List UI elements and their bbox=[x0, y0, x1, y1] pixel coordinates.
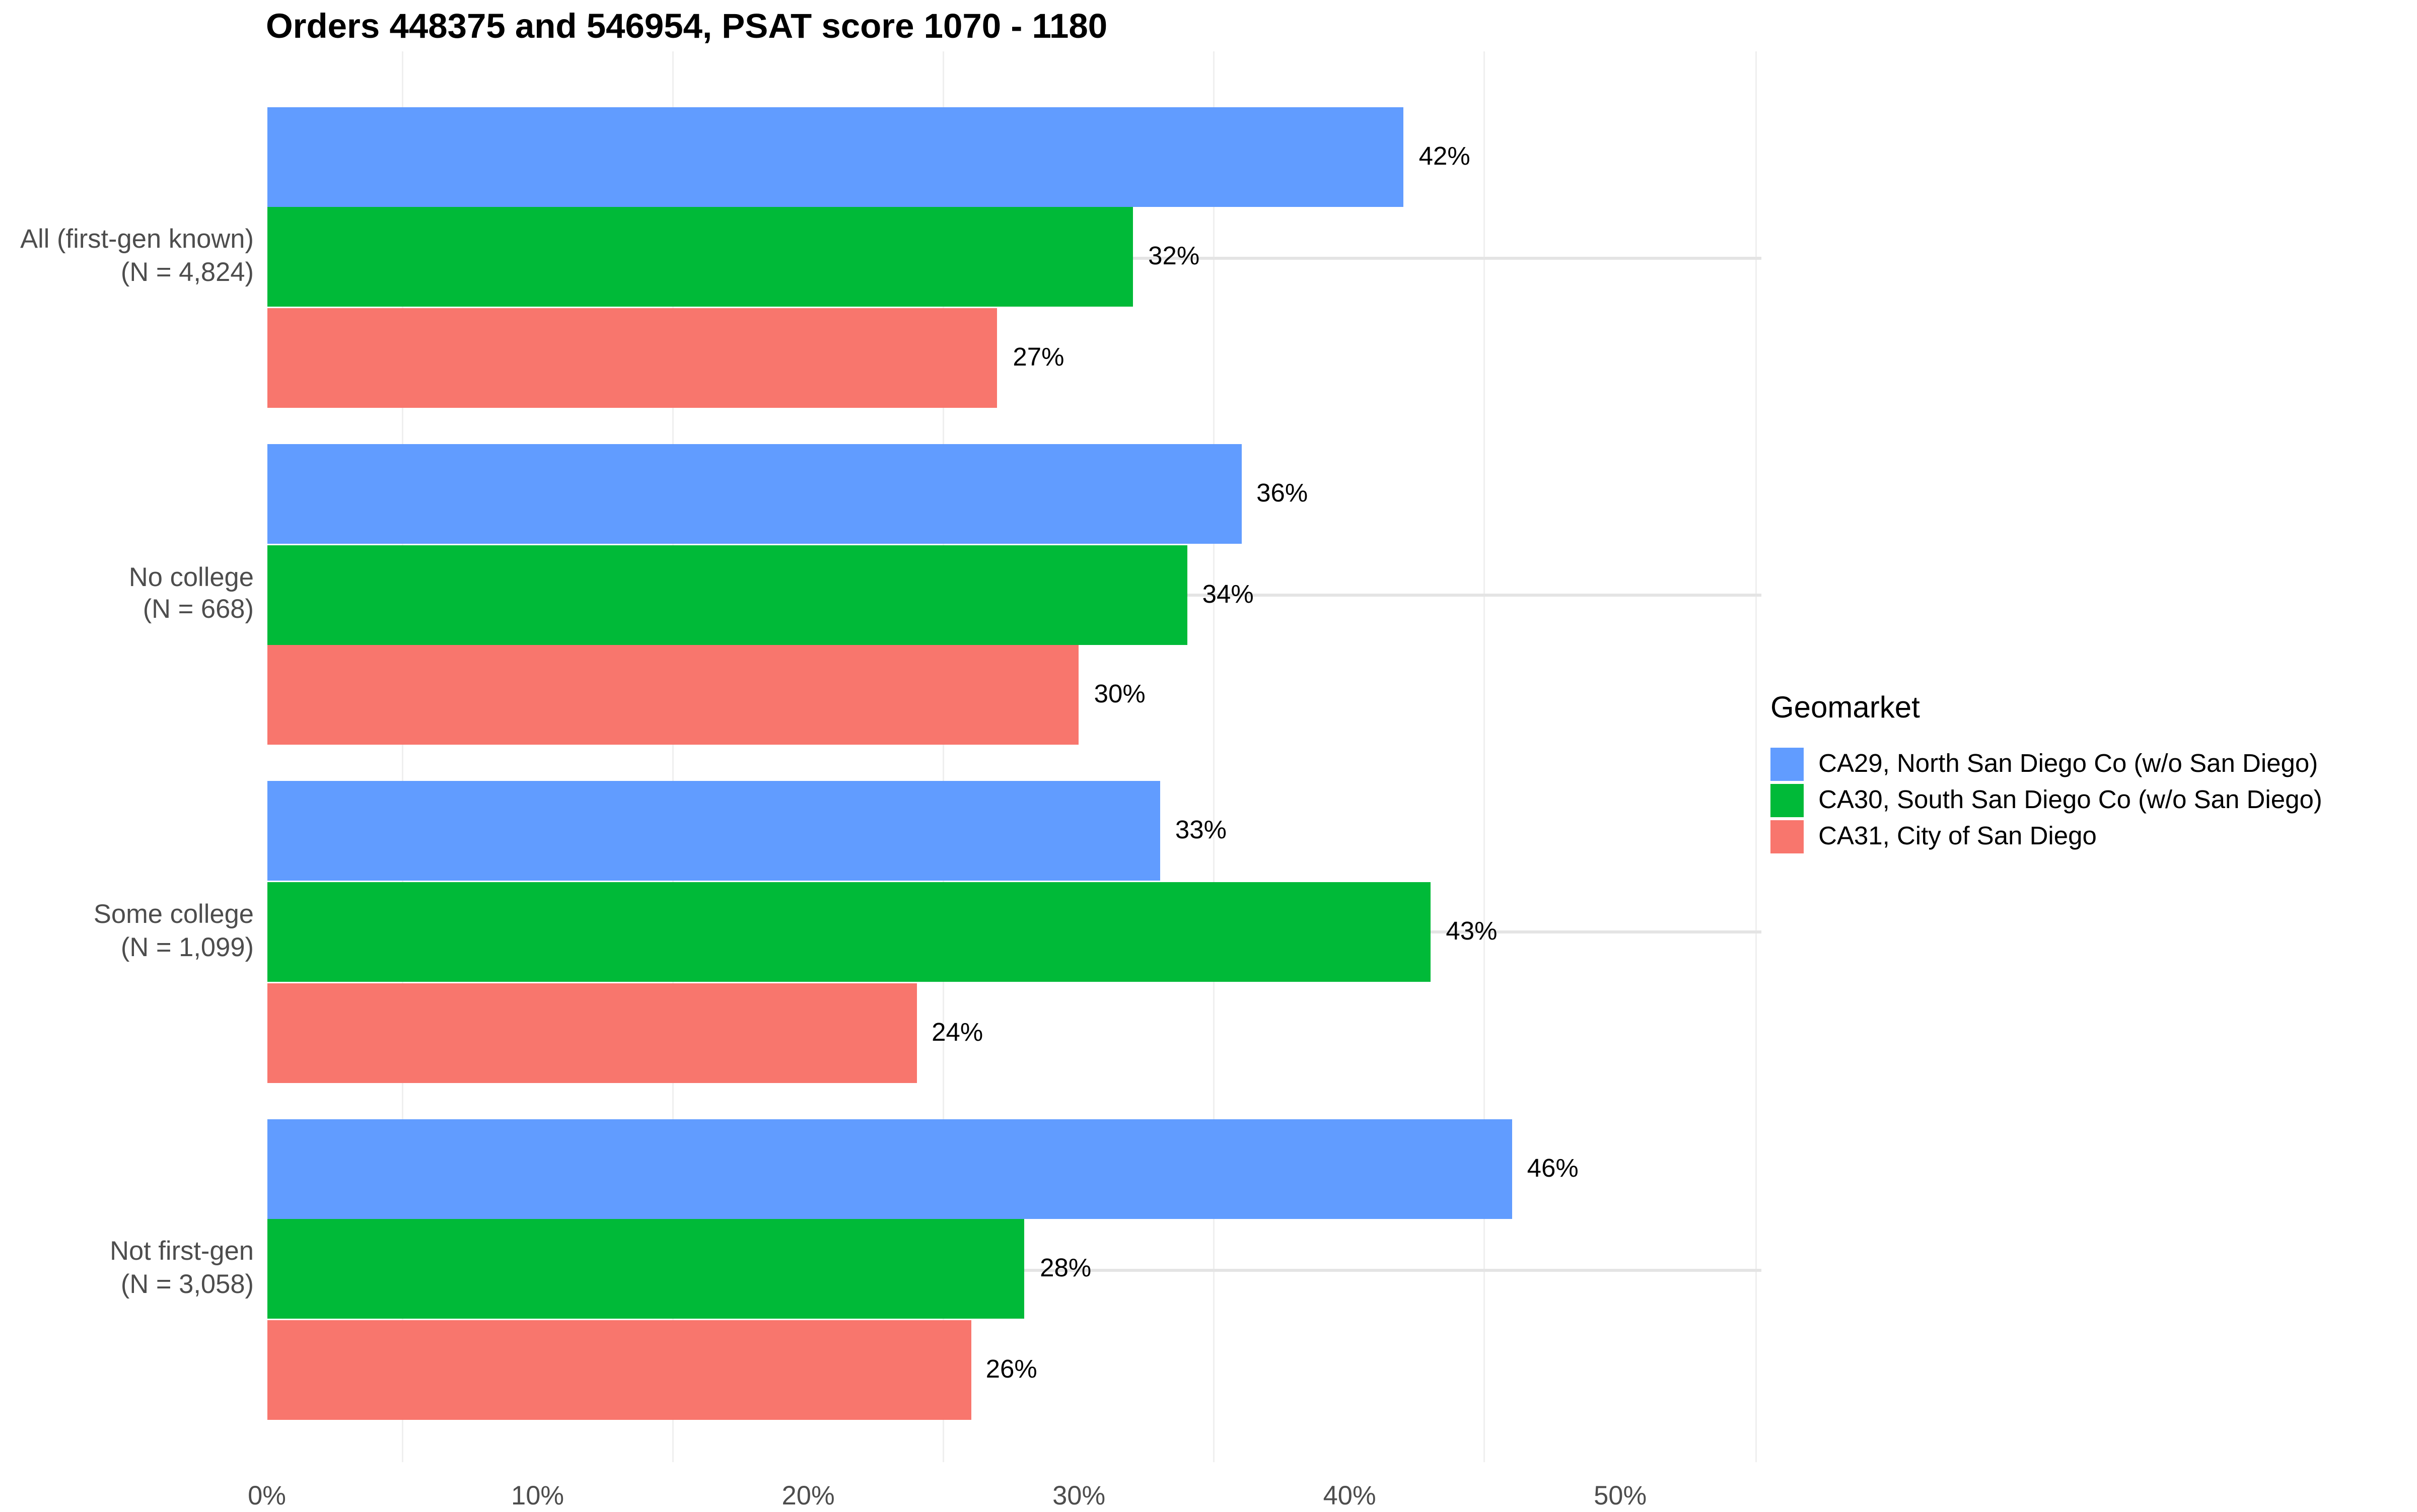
bar-value-label: 42% bbox=[1418, 141, 1470, 171]
category-label-line1: All (first-gen known) bbox=[20, 224, 254, 254]
x-tick-label: 0% bbox=[248, 1480, 286, 1510]
bar-value-label: 36% bbox=[1256, 478, 1308, 508]
category-label-line2: (N = 3,058) bbox=[120, 1268, 254, 1299]
bar-value-label: 28% bbox=[1040, 1254, 1092, 1283]
y-axis-category-label: No college (N = 668) bbox=[0, 561, 254, 627]
legend-swatch bbox=[1770, 748, 1804, 781]
bar-ca30-group1 bbox=[267, 207, 1133, 308]
legend-title: Geomarket bbox=[1770, 692, 1920, 725]
minor-gridline-vertical bbox=[1484, 51, 1486, 1462]
legend-swatch bbox=[1770, 820, 1804, 853]
chart-title: Orders 448375 and 546954, PSAT score 107… bbox=[266, 6, 1108, 45]
x-tick-label: 50% bbox=[1594, 1480, 1647, 1510]
legend-item: CA29, North San Diego Co (w/o San Diego) bbox=[1770, 748, 2322, 781]
minor-gridline-vertical bbox=[672, 51, 674, 1462]
legend-swatch bbox=[1770, 783, 1804, 817]
x-tick-label: 20% bbox=[781, 1480, 835, 1510]
bar-ca30-group2 bbox=[267, 544, 1187, 644]
legend-items: CA29, North San Diego Co (w/o San Diego)… bbox=[1770, 748, 2322, 853]
bar-value-label: 33% bbox=[1175, 816, 1227, 845]
y-axis-category-label: Not first-gen (N = 3,058) bbox=[0, 1236, 254, 1302]
category-label-line1: Not first-gen bbox=[110, 1236, 254, 1266]
category-label-line1: Some college bbox=[93, 898, 254, 929]
bar-ca29-group1 bbox=[267, 107, 1404, 207]
bar-value-label: 46% bbox=[1527, 1154, 1579, 1183]
minor-gridline-vertical bbox=[1754, 51, 1756, 1462]
minor-gridline-vertical bbox=[943, 51, 945, 1462]
bar-value-label: 32% bbox=[1148, 242, 1200, 271]
bar-value-label: 30% bbox=[1094, 680, 1146, 709]
category-label-line2: (N = 4,824) bbox=[120, 257, 254, 287]
bar-value-label: 43% bbox=[1446, 916, 1498, 946]
bar-ca30-group4 bbox=[267, 1219, 1025, 1320]
x-tick-label: 30% bbox=[1052, 1480, 1106, 1510]
x-tick-label: 40% bbox=[1323, 1480, 1376, 1510]
bar-ca31-group1 bbox=[267, 308, 998, 408]
minor-gridline-vertical bbox=[401, 51, 403, 1462]
category-label-line2: (N = 1,099) bbox=[120, 931, 254, 962]
bar-value-label: 27% bbox=[1013, 343, 1064, 372]
bar-value-label: 26% bbox=[985, 1355, 1037, 1384]
bar-ca29-group2 bbox=[267, 444, 1242, 544]
minor-gridline-vertical bbox=[1213, 51, 1215, 1462]
legend: Geomarket CA29, North San Diego Co (w/o … bbox=[1770, 692, 2322, 856]
bar-ca29-group3 bbox=[267, 781, 1160, 881]
bar-ca31-group4 bbox=[267, 1320, 971, 1420]
legend-item-label: CA30, South San Diego Co (w/o San Diego) bbox=[1818, 785, 2322, 814]
category-label-line1: No college bbox=[128, 561, 254, 592]
bar-value-label: 34% bbox=[1202, 579, 1254, 608]
legend-item-label: CA29, North San Diego Co (w/o San Diego) bbox=[1818, 749, 2318, 778]
legend-item: CA30, South San Diego Co (w/o San Diego) bbox=[1770, 783, 2322, 817]
legend-item-label: CA31, City of San Diego bbox=[1818, 821, 2097, 850]
plot-panel bbox=[267, 51, 1761, 1462]
bar-ca30-group3 bbox=[267, 882, 1431, 982]
x-tick-label: 10% bbox=[511, 1480, 564, 1510]
bar-ca31-group2 bbox=[267, 645, 1079, 745]
y-axis-category-label: All (first-gen known) (N = 4,824) bbox=[0, 224, 254, 290]
category-label-line2: (N = 668) bbox=[143, 594, 254, 624]
y-axis-category-label: Some college (N = 1,099) bbox=[0, 898, 254, 964]
legend-item: CA31, City of San Diego bbox=[1770, 820, 2322, 853]
bar-value-label: 24% bbox=[932, 1017, 983, 1046]
bar-ca31-group3 bbox=[267, 982, 917, 1083]
bar-ca29-group4 bbox=[267, 1119, 1512, 1219]
